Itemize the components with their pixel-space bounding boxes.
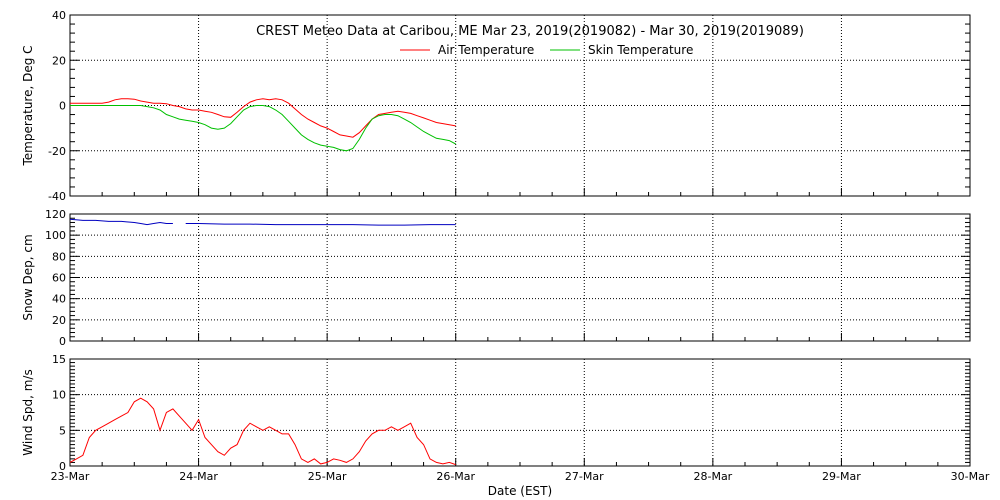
snow-depth-y-tick-label: 20 xyxy=(52,314,66,327)
snow-depth-y-tick-label: 120 xyxy=(45,208,66,221)
wind-speed-y-tick-label: 0 xyxy=(59,460,66,473)
x-tick-label: 25-Mar xyxy=(308,470,347,483)
x-tick-label: 29-Mar xyxy=(822,470,861,483)
temperature-y-tick-label: 20 xyxy=(52,54,66,67)
snow-depth-y-tick-label: 40 xyxy=(52,293,66,306)
legend-label-skin: Skin Temperature xyxy=(588,43,693,57)
temperature-y-tick-label: -40 xyxy=(48,190,66,203)
temperature-y-tick-label: 40 xyxy=(52,9,66,22)
wind-speed-y-tick-label: 15 xyxy=(52,353,66,366)
wind-speed-y-axis-title: Wind Spd, m/s xyxy=(21,369,35,455)
temperature-series-1-line xyxy=(70,105,456,152)
x-tick-label: 27-Mar xyxy=(565,470,604,483)
date-axis-labels: 23-Mar 24-Mar 25-Mar 26-Mar 27-Mar 28-Mar 29-M… xyxy=(51,470,990,483)
wind-speed-y-tick-label: 10 xyxy=(52,389,66,402)
legend-label-air: Air Temperature xyxy=(438,43,534,57)
wind-speed-panel: 0 5 10 15 Wind Spd, m/s xyxy=(21,353,971,473)
snow-depth-series-0-line-seg1 xyxy=(185,223,456,226)
temperature-y-tick-label: 0 xyxy=(59,100,66,113)
snow-depth-y-tick-label: 0 xyxy=(59,335,66,348)
wind-speed-frame xyxy=(69,358,971,467)
snow-depth-y-axis-title: Snow Dep, cm xyxy=(21,234,35,320)
snow-depth-y-tick-label: 100 xyxy=(45,229,66,242)
x-tick-label: 26-Mar xyxy=(436,470,475,483)
x-tick-label: 28-Mar xyxy=(693,470,732,483)
snow-depth-y-tick-label: 80 xyxy=(52,250,66,263)
legend: Air Temperature Skin Temperature xyxy=(400,43,693,57)
x-tick-label: 24-Mar xyxy=(179,470,218,483)
temperature-y-tick-label: -20 xyxy=(48,145,66,158)
snow-depth-y-tick-label: 60 xyxy=(52,272,66,285)
x-tick-label: 30-Mar xyxy=(951,470,990,483)
temperature-panel: -40 -20 0 20 40 Temperature, Deg C xyxy=(21,9,971,203)
x-tick-label: 23-Mar xyxy=(51,470,90,483)
temperature-y-axis-title: Temperature, Deg C xyxy=(21,45,35,166)
snow-depth-series-0-line-seg0 xyxy=(69,218,173,226)
temperature-series-0-line xyxy=(70,98,456,138)
wind-speed-y-tick-label: 5 xyxy=(59,424,66,437)
chart-title: CREST Meteo Data at Caribou, ME Mar 23, … xyxy=(256,24,804,39)
snow-depth-panel: 0 20 40 60 80 100 120 Snow Dep, cm xyxy=(21,208,971,348)
x-axis-title: Date (EST) xyxy=(488,484,552,498)
wind-speed-series-0-line xyxy=(69,397,456,466)
